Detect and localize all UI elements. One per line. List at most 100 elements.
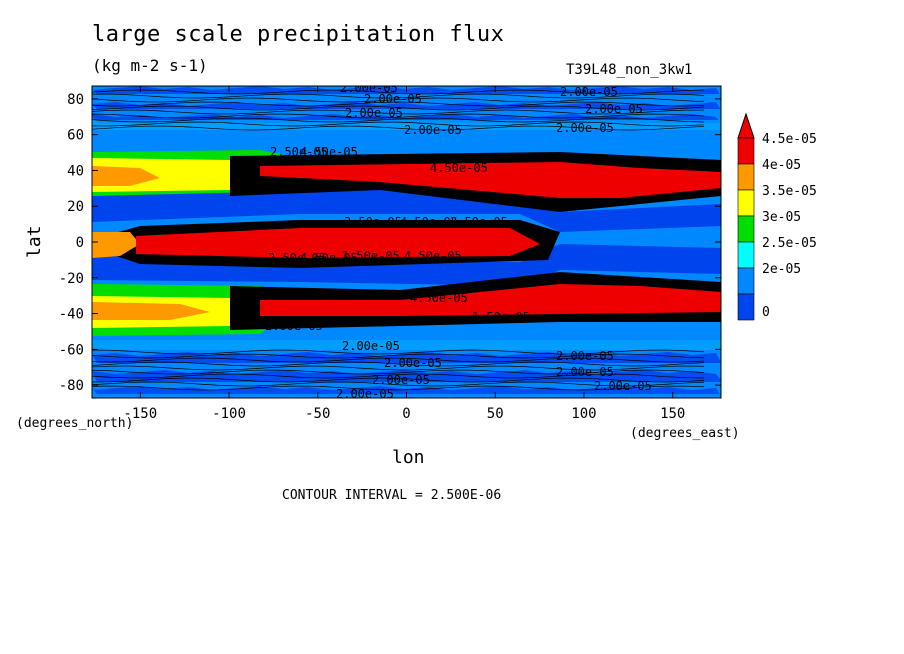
contour-label: 2.00e-05 (372, 373, 430, 387)
colorbar-label: 4e-05 (762, 158, 801, 173)
colorbar-swatch (737, 137, 755, 165)
contour-label: 2.00e-05 (404, 123, 462, 137)
colorbar-label: 3.5e-05 (762, 184, 817, 199)
fill-max-equator (136, 228, 540, 258)
contour-line-north (92, 89, 705, 95)
colorbar-swatch (737, 189, 755, 217)
y-tick-label: -20 (59, 271, 84, 287)
fill-storm-south-orange (92, 302, 210, 320)
x-tick-label: 100 (571, 406, 596, 422)
contour-label: 2.00e-05 (340, 81, 398, 95)
contour-line-north (92, 101, 705, 107)
chart-subtitle: (kg m-2 s-1) (92, 56, 208, 75)
contour-line-south (92, 353, 705, 359)
contour-line-north (92, 97, 705, 103)
contour-label: 4.50e-05 (270, 289, 328, 303)
colorbar-swatch (737, 293, 755, 321)
chart-title: large scale precipitation flux (92, 22, 505, 47)
contour-line-north (92, 113, 705, 119)
x-tick-label: 150 (660, 406, 685, 422)
contour-line-north (92, 125, 705, 131)
contour-label: 2.00e-05 (594, 379, 652, 393)
contour-line-south (92, 361, 705, 367)
x-tick-label: -150 (123, 406, 157, 422)
fill-storm-north-orange (92, 166, 160, 186)
x-tick-label: 50 (487, 406, 504, 422)
fill-band-highlat (92, 102, 721, 110)
colorbar-label: 2.5e-05 (762, 236, 817, 251)
fill-band-cyan (92, 120, 721, 130)
contour-label: 2.00e-05 (345, 106, 403, 120)
fill-band-cyan (92, 340, 721, 350)
contour-label: 2.50e-05 (268, 251, 326, 265)
contour-label: 2.00e-05 (336, 387, 394, 401)
fill-max-north (260, 162, 721, 198)
colorbar-label: 4.5e-05 (762, 132, 817, 147)
y-tick-label: 60 (67, 128, 84, 144)
contour-label: 4.50e-05 (300, 145, 358, 159)
x-axis-label: lon (392, 447, 425, 468)
contour-label: 2.50e-05 (270, 145, 328, 159)
fill-itcz-west-orange (92, 232, 140, 258)
fill-dry-north (92, 184, 721, 232)
contour-label: 2.00e-05 (342, 339, 400, 353)
contour-line-south (92, 381, 705, 387)
contour-label: 2.00e-05 (556, 121, 614, 135)
contour-label: 2.00e-05 (585, 102, 643, 116)
contour-line-north (92, 121, 705, 127)
contour-label: 1.50e-05 (472, 310, 530, 324)
contour-line-south (92, 357, 705, 363)
contour-label: 1.50e-05 (342, 249, 400, 263)
y-tick-label: 0 (76, 235, 84, 251)
y-tick-label: -40 (59, 307, 84, 323)
contour-line-south (92, 365, 705, 371)
y-tick-label: -60 (59, 342, 84, 358)
contour-label: 4.50e-05 (400, 215, 458, 229)
y-tick-label: 20 (67, 199, 84, 215)
contour-label: 2.00e-05 (364, 92, 422, 106)
run-label: T39L48_non_3kw1 (566, 62, 693, 78)
contour-line-south (92, 385, 705, 391)
fill-band-highlat (92, 370, 721, 382)
contour-label: 2.00e-05 (265, 319, 323, 333)
colorbar-swatch (737, 267, 755, 295)
y-tick-label: 80 (67, 92, 84, 108)
y-tick-label: 40 (67, 163, 84, 179)
y-tick-label: -80 (59, 378, 84, 394)
contour-line-south (92, 373, 705, 379)
contour-label: 4.50e-05 (410, 291, 468, 305)
x-tick-label: 0 (402, 406, 410, 422)
contour-line-north (92, 109, 705, 115)
contour-label: 2.00e-05 (556, 365, 614, 379)
contour-line-north (92, 105, 705, 111)
contour-fill-group: 2.00e-052.00e-052.00e-052.00e-052.00e-05… (92, 81, 721, 401)
y-axis-label: lat (24, 225, 45, 258)
contour-line-south (92, 377, 705, 383)
colorbar-swatch (737, 241, 755, 269)
colorbar-swatch (737, 215, 755, 243)
fill-max-south (260, 284, 721, 316)
contour-line-north (92, 93, 705, 99)
contour-line-south (92, 349, 705, 355)
contour-label: 4.50e-05 (430, 161, 488, 175)
contour-label: 4.50e-05 (404, 249, 462, 263)
contour-label: 2.00e-05 (560, 85, 618, 99)
contour-label: 2.00e-05 (384, 356, 442, 370)
contour-label: 4.50e-05 (300, 251, 358, 265)
contour-interval: CONTOUR INTERVAL = 2.500E-06 (282, 488, 502, 503)
x-tick-label: -100 (212, 406, 246, 422)
contour-label: 3.50e-05 (344, 215, 402, 229)
contour-label: 3.50e-05 (450, 215, 508, 229)
contour-line-north (92, 117, 705, 123)
colorbar-label: 3e-05 (762, 210, 801, 225)
fill-dry-south (92, 244, 721, 286)
contour-label: 1.50e-05 (268, 153, 326, 167)
colorbar-label: 2e-05 (762, 262, 801, 277)
colorbar-label: 0 (762, 305, 770, 320)
contour-line-south (92, 369, 705, 375)
x-units-label: (degrees_east) (630, 426, 740, 441)
contour-label: 2.00e-05 (556, 349, 614, 363)
colorbar-extend-arrow (737, 112, 755, 139)
y-units-label: (degrees_north) (16, 416, 134, 431)
